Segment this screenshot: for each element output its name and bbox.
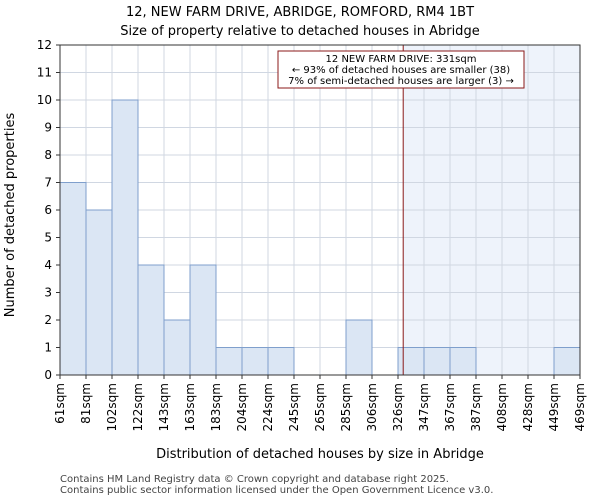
y-tick-label: 5 [44, 231, 52, 245]
bar-122sqm [137, 264, 165, 376]
bar-183sqm [215, 347, 243, 376]
chart-title: 12, NEW FARM DRIVE, ABRIDGE, ROMFORD, RM… [126, 5, 474, 20]
y-tick-label: 7 [44, 176, 52, 190]
chart-subtitle: Size of property relative to detached ho… [120, 24, 479, 39]
y-tick-label: 9 [44, 121, 52, 135]
bar-326sqm [397, 347, 425, 376]
bar-347sqm [423, 347, 451, 376]
x-tick-label: 245sqm [287, 383, 301, 431]
bar-285sqm [345, 319, 373, 376]
x-tick-label: 163sqm [183, 383, 197, 431]
y-axis-label: Number of detached properties [3, 113, 18, 318]
x-tick-label: 143sqm [157, 383, 171, 431]
x-axis-label: Distribution of detached houses by size … [156, 447, 484, 462]
annotation-box: 12 NEW FARM DRIVE: 331sqm ← 93% of detac… [277, 50, 525, 89]
y-tick-label: 8 [44, 148, 52, 162]
bar-224sqm [267, 347, 295, 376]
x-tick-label: 408sqm [495, 383, 509, 431]
bar-81sqm [85, 209, 113, 376]
y-tick-label: 3 [44, 286, 52, 300]
x-tick-label: 347sqm [417, 383, 431, 431]
x-tick-label: 306sqm [365, 383, 379, 431]
x-tick-label: 428sqm [521, 383, 535, 431]
x-tick-label: 326sqm [391, 383, 405, 431]
y-tick-label: 4 [44, 258, 52, 272]
bar-143sqm [163, 319, 191, 376]
x-tick-label: 367sqm [443, 383, 457, 431]
bar-61sqm [59, 182, 87, 376]
y-tick-label: 6 [44, 203, 52, 217]
x-tick-label: 102sqm [105, 383, 119, 431]
x-tick-label: 449sqm [547, 383, 561, 431]
x-tick-label: 224sqm [261, 383, 275, 431]
annotation-line-3: 7% of semi-detached houses are larger (3… [288, 76, 514, 87]
y-tick-label: 11 [37, 66, 52, 80]
bar-449sqm [553, 347, 581, 376]
y-tick-label: 0 [44, 368, 52, 382]
y-tick-label: 2 [44, 313, 52, 327]
x-tick-label: 204sqm [235, 383, 249, 431]
x-tick-label: 265sqm [313, 383, 327, 431]
bar-367sqm [449, 347, 477, 376]
footer-line-1: Contains HM Land Registry data © Crown c… [60, 474, 449, 485]
bar-204sqm [241, 347, 269, 376]
x-tick-label: 122sqm [131, 383, 145, 431]
x-tick-label: 81sqm [79, 383, 93, 424]
annotation-line-1: 12 NEW FARM DRIVE: 331sqm [326, 54, 477, 65]
y-tick-label: 1 [44, 341, 52, 355]
bar-102sqm [111, 99, 139, 376]
y-tick-label: 12 [37, 38, 52, 52]
x-tick-label: 61sqm [53, 383, 67, 424]
footer-line-2: Contains public sector information licen… [60, 485, 493, 496]
x-tick-label: 469sqm [573, 383, 587, 431]
x-tick-label: 183sqm [209, 383, 223, 431]
bar-163sqm [189, 264, 217, 376]
x-tick-label: 387sqm [469, 383, 483, 431]
x-tick-label: 285sqm [339, 383, 353, 431]
annotation-line-2: ← 93% of detached houses are smaller (38… [292, 65, 510, 76]
y-tick-label: 10 [37, 93, 52, 107]
